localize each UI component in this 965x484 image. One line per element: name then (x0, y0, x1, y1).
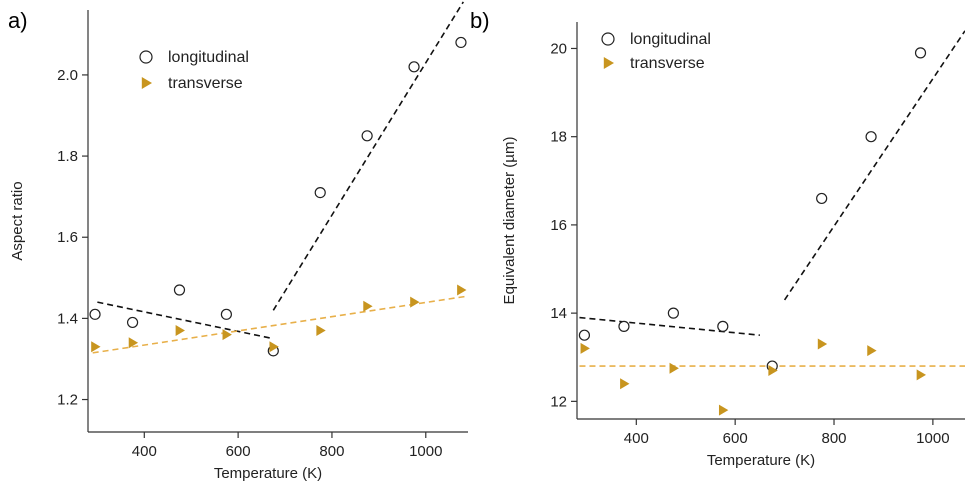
longitudinal-point (314, 186, 326, 199)
longitudinal-point (865, 131, 877, 143)
transverse-point (222, 329, 232, 341)
fit-lines (579, 30, 965, 367)
fit-line-longitudinal (783, 30, 965, 301)
panel-a-aspect-ratio: a) 1.2 1.4 1.6 1.8 2.0 400 600 800 1000 Aspect … (8, 1, 469, 482)
x-ticks: 400 600 800 1000 (624, 419, 950, 447)
x-tick-label: 800 (319, 443, 344, 460)
y-tick-label: 1.4 (57, 310, 78, 327)
legend-longitudinal-marker (601, 32, 615, 46)
transverse-point (269, 341, 279, 353)
transverse-point (457, 284, 467, 296)
y-axis-title: Equivalent diameter (µm) (501, 137, 518, 305)
transverse-point (718, 404, 729, 416)
x-tick-label: 1000 (916, 430, 949, 447)
longitudinal-point (126, 316, 139, 329)
x-tick-label: 600 (226, 443, 251, 460)
longitudinal-point (667, 307, 679, 319)
x-axis-title: Temperature (K) (214, 465, 322, 482)
transverse-point (175, 325, 185, 337)
transverse-point (580, 342, 590, 354)
y-tick-label: 1.6 (57, 229, 78, 246)
legend: longitudinal transverse (139, 49, 249, 92)
longitudinal-point (816, 192, 828, 205)
transverse-point (768, 364, 778, 376)
longitudinal-point (618, 320, 630, 332)
legend-transverse-marker (603, 57, 614, 69)
legend-transverse-label: transverse (168, 75, 243, 92)
longitudinal-point (455, 36, 467, 49)
y-tick-label: 14 (550, 305, 567, 322)
x-ticks: 400 600 800 1000 (132, 432, 442, 460)
y-tick-label: 18 (550, 129, 567, 146)
longitudinal-point (914, 47, 927, 59)
longitudinal-point (89, 308, 101, 320)
legend: longitudinal transverse (601, 31, 711, 72)
y-tick-label: 20 (550, 40, 567, 57)
legend-longitudinal-label: longitudinal (630, 31, 711, 48)
fit-lines (92, 1, 469, 354)
y-tick-label: 1.8 (57, 148, 78, 165)
panel-label-b: b) (470, 8, 490, 33)
fit-line-longitudinal (272, 1, 464, 311)
y-axis-title: Aspect ratio (9, 181, 26, 260)
longitudinal-point (578, 329, 591, 341)
transverse-point (128, 337, 139, 349)
transverse-point (91, 341, 101, 353)
x-tick-label: 1000 (409, 443, 442, 460)
fit-line-longitudinal (97, 301, 274, 340)
transverse-point (363, 300, 373, 312)
transverse-point (916, 369, 927, 381)
data-points (578, 47, 927, 416)
data-points (89, 36, 467, 357)
panel-b-equivalent-diameter: b) 12 14 16 18 20 400 600 800 1000 Equivalent d… (470, 8, 965, 469)
transverse-point (867, 345, 877, 357)
transverse-point (817, 338, 828, 350)
transverse-point (669, 362, 679, 374)
legend-transverse-marker (141, 77, 152, 89)
legend-longitudinal-label: longitudinal (168, 49, 249, 66)
panel-label-a: a) (8, 8, 28, 33)
legend-transverse-label: transverse (630, 55, 705, 72)
y-tick-label: 2.0 (57, 67, 78, 84)
longitudinal-point (717, 320, 729, 332)
y-ticks: 12 14 16 18 20 (550, 40, 577, 410)
transverse-point (410, 296, 420, 308)
fit-line-transverse (92, 295, 469, 354)
x-tick-label: 800 (822, 430, 847, 447)
longitudinal-point (220, 308, 232, 320)
longitudinal-point (361, 130, 373, 142)
y-tick-label: 1.2 (57, 392, 78, 409)
y-ticks: 1.2 1.4 1.6 1.8 2.0 (57, 67, 88, 409)
x-tick-label: 400 (132, 443, 157, 460)
x-axis-title: Temperature (K) (707, 452, 815, 469)
x-tick-label: 400 (624, 430, 649, 447)
transverse-point (620, 378, 630, 390)
longitudinal-point (173, 284, 186, 296)
y-tick-label: 12 (550, 393, 567, 410)
longitudinal-point (408, 61, 420, 73)
x-tick-label: 600 (723, 430, 748, 447)
legend-longitudinal-marker (139, 50, 153, 64)
y-tick-label: 16 (550, 217, 567, 234)
fit-line-longitudinal (579, 316, 760, 336)
transverse-point (316, 325, 326, 337)
